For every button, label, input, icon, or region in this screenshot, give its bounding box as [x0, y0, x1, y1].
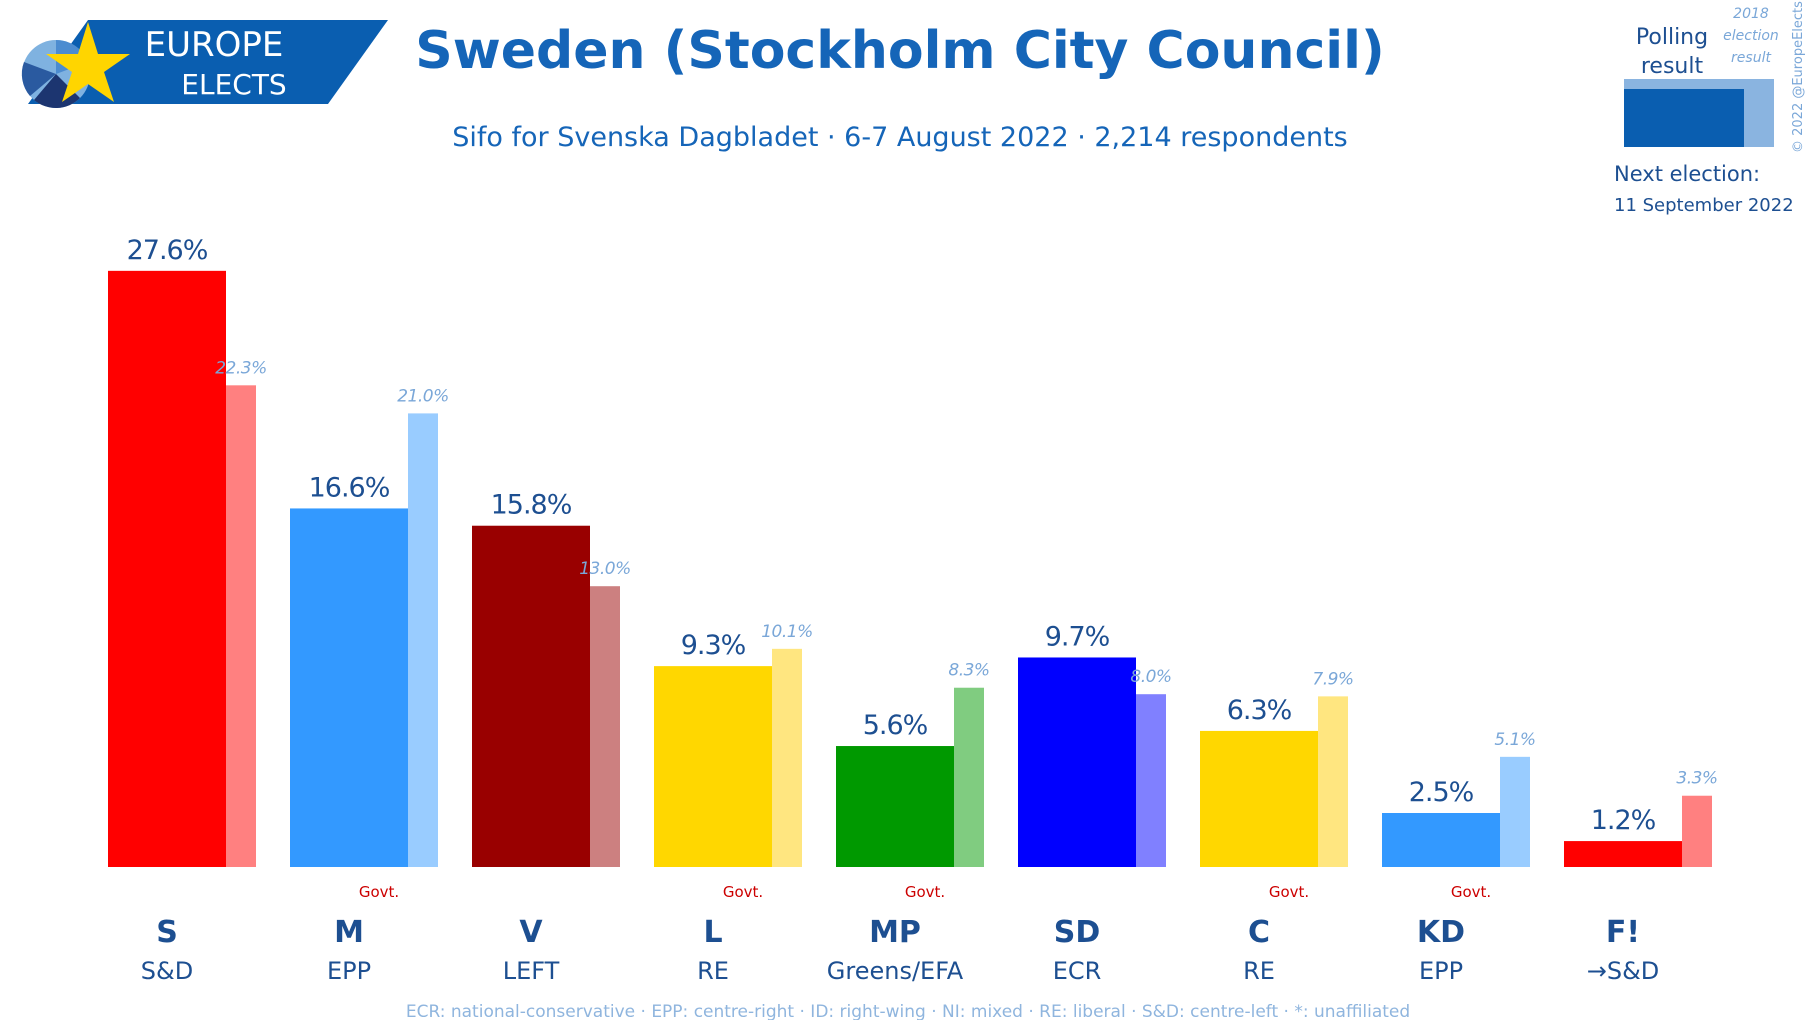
- brand-line2: ELECTS: [181, 68, 286, 101]
- chart-subtitle: Sifo for Svenska Dagbladet · 6-7 August …: [452, 122, 1347, 153]
- prev-value-label-c: 7.9%: [1312, 669, 1353, 689]
- legend-poll-swatch: [1624, 89, 1744, 147]
- party-abbr-v: V: [519, 915, 543, 950]
- govt-label-l: Govt.: [723, 883, 763, 901]
- poll-value-label-m: 16.6%: [309, 472, 390, 503]
- party-abbr-c: C: [1248, 915, 1270, 950]
- bars-layer: 27.6% 22.3% S S&D 16.6% 21.0% Govt. M EPP 15.8% 13…: [108, 235, 1718, 985]
- copyright-text: © 2022 @EuropeElects: [1791, 1, 1806, 153]
- legend-polling-line2: result: [1641, 54, 1704, 79]
- poll-value-label-f: 1.2%: [1591, 805, 1656, 836]
- party-abbr-m: M: [334, 915, 364, 950]
- party-group-v: LEFT: [503, 957, 560, 985]
- party-group-m: EPP: [327, 957, 371, 985]
- prev-bar-v: [590, 586, 620, 867]
- prev-value-label-sd: 8.0%: [1130, 667, 1171, 687]
- poll-bar-sd: [1018, 657, 1136, 867]
- prev-value-label-m: 21.0%: [397, 386, 449, 406]
- legend-polling-line1: Polling: [1636, 25, 1708, 50]
- prev-value-label-v: 13.0%: [579, 559, 631, 579]
- poll-bar-f: [1564, 841, 1682, 867]
- footer-text: ECR: national-conservative · EPP: centre…: [406, 1002, 1410, 1020]
- prev-value-label-kd: 5.1%: [1494, 730, 1535, 750]
- logo-slice-3: [34, 74, 80, 109]
- logo-slice-2: [21, 62, 56, 96]
- govt-label-m: Govt.: [359, 883, 399, 901]
- prev-bar-mp: [954, 687, 984, 867]
- prev-value-label-l: 10.1%: [761, 622, 813, 642]
- party-group-mp: Greens/EFA: [827, 957, 964, 985]
- prev-bar-sd: [1136, 694, 1166, 867]
- prev-bar-l: [772, 648, 802, 867]
- govt-label-c: Govt.: [1269, 883, 1309, 901]
- logo-banner: [28, 20, 388, 104]
- prev-bar-m: [408, 413, 438, 867]
- prev-value-label-mp: 8.3%: [948, 661, 989, 681]
- next-election-label: Next election:: [1614, 162, 1760, 186]
- party-group-l: RE: [697, 957, 729, 985]
- party-group-f: →S&D: [1587, 957, 1660, 985]
- govt-label-kd: Govt.: [1451, 883, 1491, 901]
- europe-elects-logo: EUROPE ELECTS: [21, 20, 388, 109]
- party-group-s: S&D: [141, 957, 193, 985]
- poll-bar-v: [472, 525, 590, 867]
- poll-value-label-c: 6.3%: [1227, 695, 1292, 726]
- star-icon: [46, 22, 130, 102]
- brand-line1: EUROPE: [145, 25, 284, 65]
- prev-value-label-f: 3.3%: [1676, 769, 1717, 789]
- prev-value-label-s: 22.3%: [215, 358, 267, 378]
- party-abbr-l: L: [703, 915, 722, 950]
- chart-title: Sweden (Stockholm City Council): [415, 21, 1384, 81]
- poll-value-label-v: 15.8%: [491, 490, 572, 521]
- legend-prev-line1: 2018: [1733, 6, 1769, 22]
- poll-value-label-mp: 5.6%: [863, 710, 928, 741]
- legend-prev-line2: election: [1723, 28, 1779, 44]
- poll-value-label-kd: 2.5%: [1409, 777, 1474, 808]
- legend-prev-line3: result: [1731, 50, 1771, 66]
- party-abbr-f: F!: [1606, 915, 1640, 950]
- party-group-kd: EPP: [1419, 957, 1463, 985]
- party-abbr-mp: MP: [869, 915, 921, 950]
- prev-bar-s: [226, 385, 256, 867]
- poll-value-label-s: 27.6%: [127, 235, 208, 266]
- poll-value-label-l: 9.3%: [681, 630, 746, 661]
- poll-bar-s: [108, 270, 226, 868]
- poll-bar-mp: [836, 746, 954, 867]
- poll-bar-m: [290, 508, 408, 867]
- party-abbr-kd: KD: [1417, 915, 1465, 950]
- party-abbr-sd: SD: [1054, 915, 1101, 950]
- govt-label-mp: Govt.: [905, 883, 945, 901]
- legend: Polling result 2018 election result © 20…: [1614, 1, 1806, 216]
- poll-bar-kd: [1382, 813, 1500, 867]
- next-election-date: 11 September 2022: [1614, 195, 1794, 216]
- prev-bar-c: [1318, 696, 1348, 867]
- poll-bar-l: [654, 666, 772, 867]
- party-abbr-s: S: [156, 915, 178, 950]
- prev-bar-kd: [1500, 756, 1530, 867]
- party-group-c: RE: [1243, 957, 1275, 985]
- poll-bar-c: [1200, 730, 1318, 867]
- prev-bar-f: [1682, 795, 1712, 867]
- poll-value-label-sd: 9.7%: [1045, 621, 1110, 652]
- party-group-sd: ECR: [1053, 957, 1102, 985]
